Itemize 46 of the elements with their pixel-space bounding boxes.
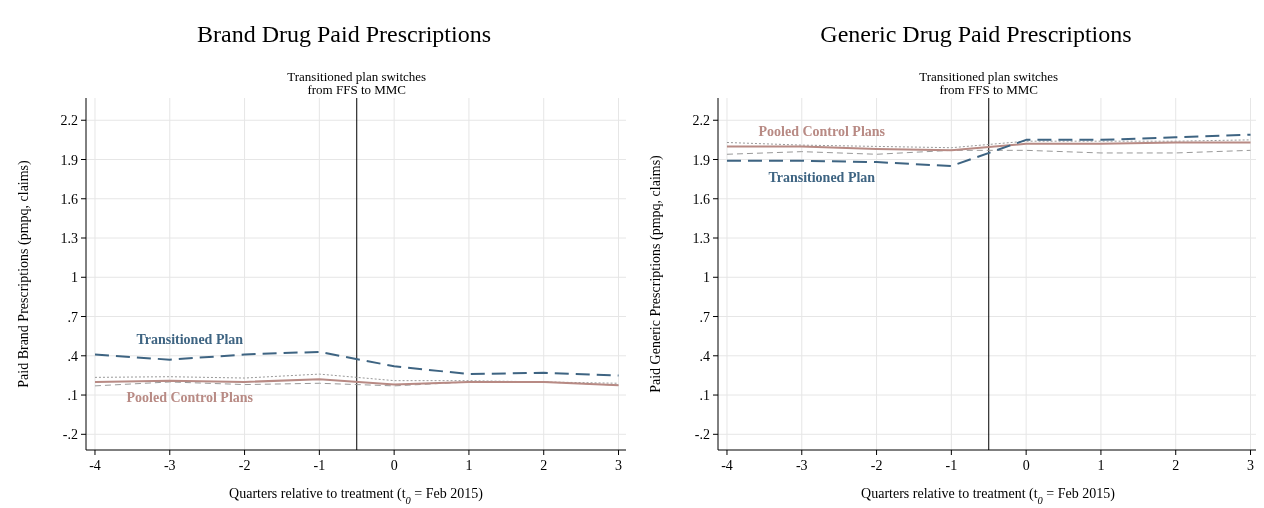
y-tick-label: .7 (699, 309, 710, 325)
series-label: Transitioned Plan (768, 170, 876, 186)
y-tick-label: -.2 (62, 427, 78, 443)
y-tick-label: 2.2 (692, 113, 710, 129)
x-tick-label: 1 (465, 458, 473, 473)
x-tick-label: -4 (721, 458, 733, 473)
x-tick-label: 2 (1172, 458, 1180, 473)
ref-line-label: Transitioned plan switches from FFS to MMC (287, 69, 427, 97)
chart-title: Generic Drug Paid Prescriptions (820, 21, 1132, 47)
x-tick-label: -2 (238, 458, 251, 473)
y-tick-label: .7 (67, 309, 78, 325)
y-tick-label: 1 (71, 270, 78, 286)
y-tick-label: 1.6 (692, 191, 710, 207)
ref-line-label: Transitioned plan switches from FFS to MMC (919, 69, 1059, 97)
y-axis-title: Paid Brand Prescriptions (pmpq, claims) (16, 159, 32, 388)
y-tick-label: .1 (67, 388, 78, 404)
series-label: Transitioned Plan (136, 332, 244, 348)
y-tick-label: 1.3 (60, 231, 78, 247)
x-tick-label: 1 (1097, 458, 1105, 473)
series-label: Pooled Control Plans (126, 389, 254, 405)
chart-title: Brand Drug Paid Prescriptions (197, 21, 491, 47)
x-tick-label: -1 (945, 458, 958, 473)
x-tick-label: 3 (615, 458, 623, 473)
x-tick-label: -4 (89, 458, 101, 473)
x-tick-label: 2 (540, 458, 548, 473)
x-tick-label: 3 (1247, 458, 1255, 473)
y-tick-label: 1.9 (60, 152, 78, 168)
x-axis-title: Quarters relative to treatment (t$_{0}$ = Feb 2015) (861, 486, 1116, 506)
x-tick-label: -2 (870, 458, 883, 473)
x-tick-label: 0 (1022, 458, 1030, 473)
x-tick-label: -1 (313, 458, 326, 473)
y-tick-label: 1.9 (692, 152, 710, 168)
y-tick-label: 1.6 (60, 191, 78, 207)
y-tick-label: .4 (699, 348, 710, 364)
y-tick-label: .1 (699, 388, 710, 404)
x-axis-title: Quarters relative to treatment (t$_{0}$ = Feb 2015) (229, 486, 484, 506)
x-tick-label: -3 (795, 458, 808, 473)
y-tick-label: -.2 (694, 427, 710, 443)
y-tick-label: 1.3 (692, 231, 710, 247)
x-tick-label: 0 (390, 458, 398, 473)
series-label: Pooled Control Plans (758, 124, 886, 140)
x-tick-label: -3 (163, 458, 176, 473)
y-tick-label: 1 (703, 270, 710, 286)
y-tick-label: 2.2 (60, 113, 78, 129)
y-tick-label: .4 (67, 348, 78, 364)
y-axis-title: Paid Generic Prescriptions (pmpq, claims) (648, 154, 664, 393)
